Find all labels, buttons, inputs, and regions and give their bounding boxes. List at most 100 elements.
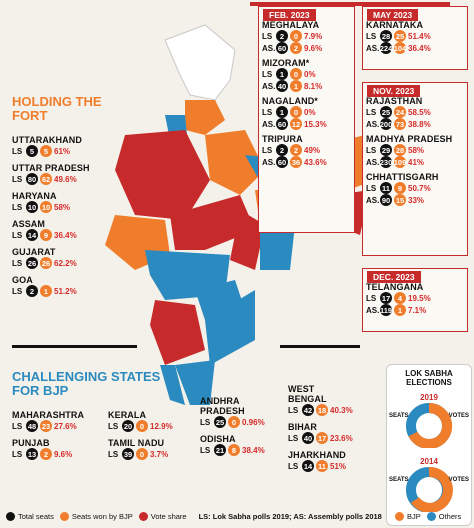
total-seats: 14 bbox=[302, 460, 314, 472]
total-seats: 11 bbox=[380, 182, 392, 194]
divider-left bbox=[12, 345, 137, 348]
feb-2023-list: MEGHALAYA LS 2 0 7.9% AS. 60 2 9.6% MIZORAM* L… bbox=[262, 20, 327, 168]
state-mp bbox=[170, 195, 255, 250]
vote-share: 40.3% bbox=[330, 405, 353, 415]
vote-share: 43.6% bbox=[304, 157, 327, 167]
nov-2023-box: NOV. 2023 bbox=[362, 82, 468, 256]
vote-share: 61% bbox=[54, 146, 71, 156]
bjp-seats: 12 bbox=[290, 118, 302, 130]
state-north bbox=[185, 100, 225, 135]
ls-label: LS bbox=[262, 107, 273, 117]
bjp-seats: 8 bbox=[228, 444, 240, 456]
state-up-card: UTTAR PRADESH LS 80 62 49.6% bbox=[12, 163, 90, 185]
vote-share: 38.8% bbox=[408, 119, 431, 129]
state-tripura: TRIPURA LS 2 2 49% AS. 60 36 43.6% bbox=[262, 134, 327, 168]
legend-bjp: BJP bbox=[407, 512, 421, 521]
total-seats: 2 bbox=[276, 30, 288, 42]
state-name: RAJASTHAN bbox=[366, 96, 423, 106]
vote-share: 49.6% bbox=[54, 174, 77, 184]
feb-2023-box: FEB. 2023 bbox=[258, 6, 355, 233]
total-seats: 17 bbox=[380, 292, 392, 304]
state-name: TELANGANA bbox=[366, 282, 424, 292]
seats-label: SEATS bbox=[389, 413, 409, 419]
state-madhya-pradesh: MADHYA PRADESH LS 29 28 58% AS. 230 109 41% bbox=[366, 134, 452, 168]
vote-share: 36.4% bbox=[408, 43, 431, 53]
vote-share: 9.6% bbox=[304, 43, 323, 53]
bjp-seats: 15 bbox=[394, 194, 406, 206]
ls-label: LS bbox=[366, 293, 377, 303]
bjp-seats: 1 bbox=[394, 304, 406, 316]
may-2023-list: KARNATAKA LS 28 25 51.4% AS. 224 104 36.4% bbox=[366, 20, 431, 54]
as-label: AS. bbox=[366, 305, 380, 315]
state-name: GOA bbox=[12, 275, 33, 285]
ls-label: LS bbox=[262, 145, 273, 155]
state-tamilnadu bbox=[175, 360, 215, 405]
state-west-bengal-card: WEST BENGAL LS 42 18 40.3% bbox=[288, 384, 353, 416]
total-seats: 40 bbox=[302, 432, 314, 444]
ls-label: LS bbox=[366, 31, 377, 41]
state-kerala bbox=[160, 365, 185, 405]
as-label: AS. bbox=[262, 81, 276, 91]
vote-share: 19.5% bbox=[408, 293, 431, 303]
total-seats: 10 bbox=[26, 201, 38, 213]
votes-label: VOTES bbox=[448, 477, 469, 483]
state-name: NAGALAND* bbox=[262, 96, 318, 106]
total-seats: 2 bbox=[26, 285, 38, 297]
may-2023-box: MAY 2023 bbox=[362, 6, 468, 70]
vote-share: 51.4% bbox=[408, 31, 431, 41]
state-name: MEGHALAYA bbox=[262, 20, 320, 30]
state-gujarat: GUJARAT LS 26 26 62.2% bbox=[12, 247, 90, 269]
state-name: UTTARAKHAND bbox=[12, 135, 82, 145]
may-2023-tag: MAY 2023 bbox=[367, 9, 419, 21]
bjp-seats: 2 bbox=[290, 144, 302, 156]
state-andhra bbox=[205, 290, 255, 365]
bjp-seats: 0 bbox=[228, 416, 240, 428]
vote-share: 15.3% bbox=[304, 119, 327, 129]
lok-sabha-panel: LOK SABHA ELECTIONS 2019 2014 SEATS VOTE… bbox=[386, 364, 472, 526]
bjp-seats: 109 bbox=[393, 156, 407, 168]
bjp-seats: 73 bbox=[394, 118, 406, 130]
bjp-seats: 10 bbox=[40, 201, 52, 213]
state-assam: ASSAM LS 14 9 36.4% bbox=[12, 219, 90, 241]
total-seats: 80 bbox=[26, 173, 38, 185]
total-seats: 29 bbox=[380, 144, 392, 156]
ls-label: LS bbox=[108, 449, 119, 459]
state-punjab-card: PUNJAB LS 13 2 9.6% bbox=[12, 438, 84, 460]
vote-share: 3.7% bbox=[150, 449, 169, 459]
state-name: MAHARASHTRA bbox=[12, 410, 85, 420]
state-uttarakhand: UTTARAKHAND LS 5 5 61% bbox=[12, 135, 90, 157]
vote-share: 0% bbox=[304, 69, 316, 79]
challenging-heading: CHALLENGING STATES FOR BJP bbox=[12, 369, 161, 398]
year-label: 2014 bbox=[420, 457, 438, 466]
dec-2023-tag: DEC. 2023 bbox=[367, 271, 421, 283]
state-name: CHHATTISGARH bbox=[366, 172, 439, 182]
state-telangana: TELANGANA LS 17 4 19.5% AS. 119 1 7.1% bbox=[366, 282, 431, 316]
bjp-seats: 9 bbox=[40, 229, 52, 241]
feb-2023-tag: FEB. 2023 bbox=[263, 9, 316, 21]
vote-share: 12.9% bbox=[150, 421, 173, 431]
total-seats: 14 bbox=[26, 229, 38, 241]
bjp-seats: 5 bbox=[40, 145, 52, 157]
bottom-legend: Total seats Seats won by BJP Vote share … bbox=[6, 512, 382, 521]
divider-right bbox=[280, 345, 360, 348]
total-seats: 90 bbox=[380, 194, 392, 206]
ls-label: LS bbox=[366, 145, 377, 155]
state-name: ODISHA bbox=[200, 434, 236, 444]
bjp-seats: 0 bbox=[290, 106, 302, 118]
vote-share: 33% bbox=[408, 195, 425, 205]
ls-label: LS bbox=[200, 417, 211, 427]
holding-heading: HOLDING THE FORT bbox=[12, 94, 102, 123]
state-name: HARYANA bbox=[12, 191, 57, 201]
donut-2014 bbox=[406, 467, 453, 513]
seats-label: SEATS bbox=[389, 477, 409, 483]
state-rajasthan: RAJASTHAN LS 25 24 58.5% AS. 200 73 38.8% bbox=[366, 96, 452, 130]
state-goa: GOA LS 2 1 51.2% bbox=[12, 275, 90, 297]
nov-2023-list: RAJASTHAN LS 25 24 58.5% AS. 200 73 38.8% MADH… bbox=[366, 96, 452, 206]
vote-share: 0% bbox=[304, 107, 316, 117]
challenging-col3: ANDHRA PRADESH LS 25 0 0.96% ODISHA LS 21 8 38… bbox=[200, 396, 265, 456]
total-seats: 60 bbox=[276, 118, 288, 130]
bjp-seats: 23 bbox=[40, 420, 52, 432]
total-seats: 48 bbox=[26, 420, 38, 432]
nov-2023-tag: NOV. 2023 bbox=[367, 85, 421, 97]
total-seats: 40 bbox=[276, 80, 288, 92]
